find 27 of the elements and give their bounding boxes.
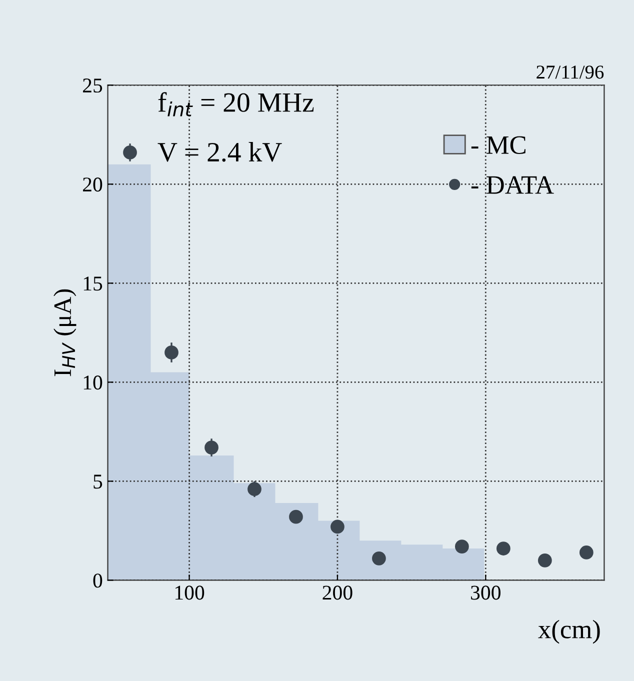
point (538, 553, 552, 568)
x-tick-label: 300 (471, 586, 500, 600)
y-tick-label: 25 (83, 78, 102, 93)
point (123, 146, 137, 160)
y-axis-title: I$_{HV}$ (μA) (54, 289, 76, 376)
y-tick-label: 10 (84, 376, 102, 390)
annotation: f$_{int}$ = 20 MHz (158, 92, 314, 116)
point (455, 540, 469, 554)
point (289, 510, 303, 524)
annotation: V = 2.4 kV (158, 142, 282, 162)
legend-label: - DATA (471, 176, 554, 194)
point (496, 542, 510, 556)
x-tick-label: 200 (322, 586, 352, 600)
point (330, 520, 344, 534)
y-tick-label: 0 (93, 574, 102, 588)
y-tick-label: 15 (84, 276, 102, 291)
x-tick-label: 100 (175, 586, 204, 600)
point (248, 482, 262, 496)
point (204, 440, 218, 454)
y-tick-label: 20 (83, 178, 102, 192)
y-tick-label: 5 (94, 474, 102, 489)
point (164, 346, 178, 360)
x-axis-title: x(cm) (538, 620, 600, 644)
text: 27/11/96 (536, 66, 604, 79)
point (372, 551, 386, 566)
legend-label: - MC (471, 136, 526, 154)
point (579, 546, 594, 560)
